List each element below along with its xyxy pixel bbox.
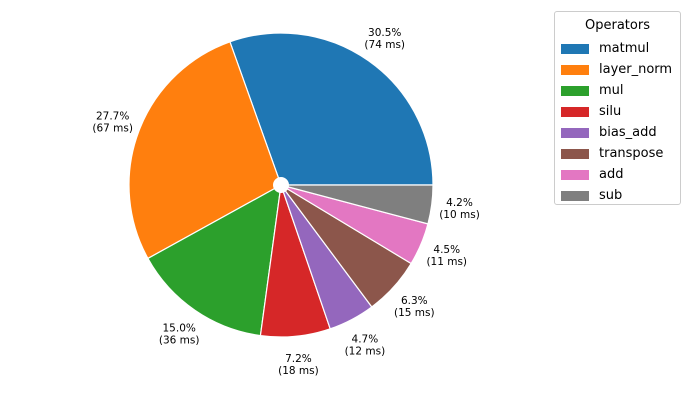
pie-slice-value: (36 ms): [159, 334, 200, 346]
pie-slice-percent: 15.0%: [163, 322, 196, 334]
pie-slice-percent: 6.3%: [401, 295, 428, 307]
legend-label: transpose: [599, 146, 664, 161]
legend-label: bias_add: [599, 125, 657, 140]
pie-slice-layer-norm: [128, 41, 282, 260]
pie-slices: [128, 32, 434, 338]
legend-item-sub: sub: [561, 185, 680, 206]
legend-item-bias-add: bias_add: [561, 122, 680, 143]
legend-label: silu: [599, 104, 622, 119]
pie-slice-percent: 27.7%: [96, 110, 129, 122]
pie-slice-label-transpose: 6.3% (15 ms): [394, 295, 435, 319]
legend-swatch: [561, 106, 589, 117]
legend-item-add: add: [561, 164, 680, 185]
pie-slice-value: (12 ms): [345, 345, 386, 357]
pie-slice-value: (11 ms): [426, 256, 467, 268]
pie-slice-value: (67 ms): [92, 122, 133, 134]
legend-label: add: [599, 167, 624, 182]
pie-slice-matmul: [229, 32, 434, 186]
legend-item-layer-norm: layer_norm: [561, 59, 680, 80]
pie-slice-label-sub: 4.2% (10 ms): [439, 197, 480, 221]
pie-slice-sub: [280, 184, 434, 225]
legend-item-mul: mul: [561, 80, 680, 101]
pie-slice-percent: 7.2%: [285, 353, 312, 365]
pie-labels: 30.5% (74 ms) 27.7% (67 ms) 15.0% (36 ms) 7.2%…: [92, 27, 479, 377]
pie-slice-value: (10 ms): [439, 209, 480, 221]
legend-label: layer_norm: [599, 62, 673, 77]
legend-title: Operators: [585, 18, 650, 33]
legend-label: matmul: [599, 41, 650, 56]
pie-center-hole: [273, 177, 289, 193]
legend-swatch: [561, 127, 589, 138]
legend-label: sub: [599, 188, 623, 203]
pie-slice-percent: 4.2%: [446, 197, 473, 209]
pie-slice-value: (18 ms): [278, 365, 319, 377]
legend-swatch: [561, 169, 589, 180]
legend-swatch: [561, 190, 589, 201]
pie-slice-percent: 4.7%: [352, 333, 379, 345]
legend-swatch: [561, 148, 589, 159]
pie-slice-label-silu: 7.2% (18 ms): [278, 353, 319, 377]
legend-item-silu: silu: [561, 101, 680, 122]
pie-slice-label-matmul: 30.5% (74 ms): [364, 27, 405, 51]
legend-swatch: [561, 85, 589, 96]
pie-slice-percent: 30.5%: [368, 27, 401, 39]
legend-swatch: [561, 43, 589, 54]
pie-slice-mul: [147, 184, 282, 337]
legend-swatch: [561, 64, 589, 75]
pie-slice-percent: 4.5%: [433, 244, 460, 256]
pie-slice-value: (15 ms): [394, 307, 435, 319]
pie-slice-label-mul: 15.0% (36 ms): [159, 322, 200, 346]
pie-slice-value: (74 ms): [364, 39, 405, 51]
pie-slice-label-add: 4.5% (11 ms): [426, 244, 467, 268]
legend-item-matmul: matmul: [561, 38, 680, 59]
legend-item-transpose: transpose: [561, 143, 680, 164]
pie-slice-label-bias-add: 4.7% (12 ms): [345, 333, 386, 357]
pie-slice-label-layer-norm: 27.7% (67 ms): [92, 110, 133, 134]
legend-label: mul: [599, 83, 624, 98]
